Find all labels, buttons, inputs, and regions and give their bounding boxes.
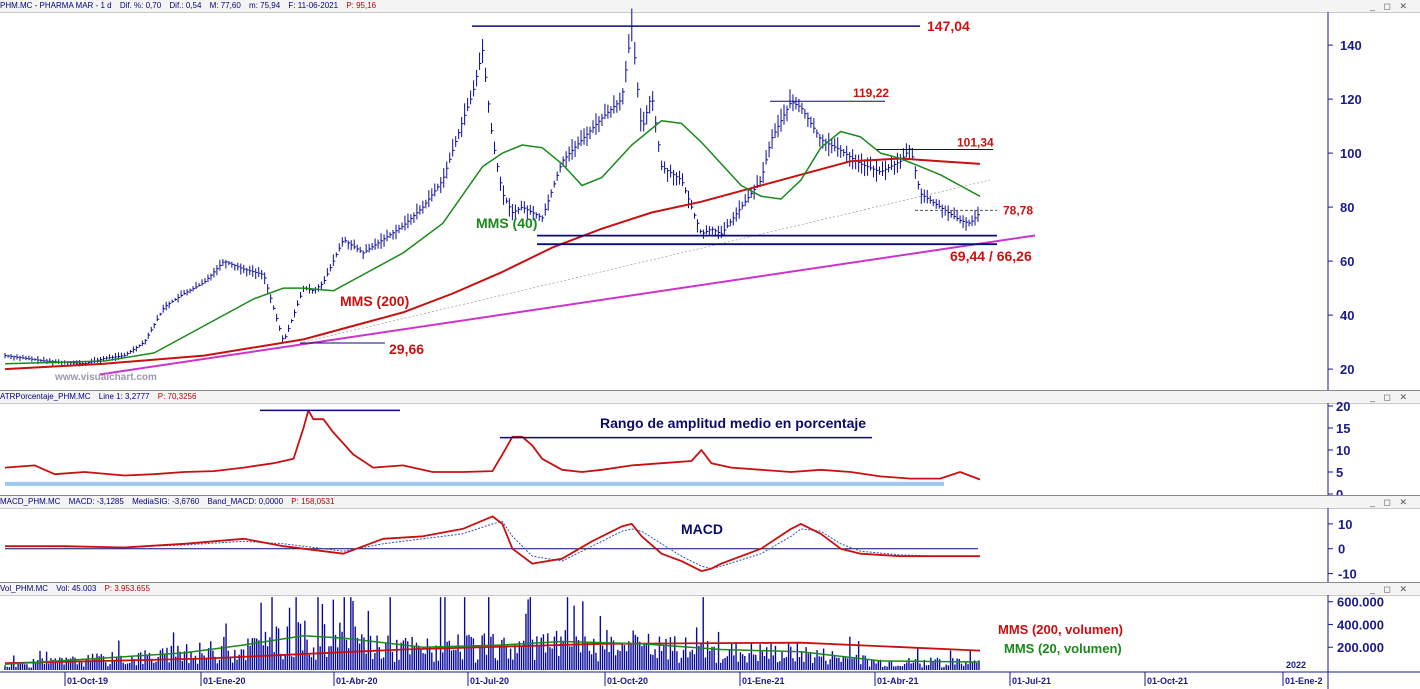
macd-chart[interactable]: -10 0 10 MACD bbox=[0, 496, 1420, 583]
x-tick-label: 01-Jul-21 bbox=[1012, 676, 1051, 686]
vol-p: P: 3.953.655 bbox=[104, 584, 150, 593]
y-tick-label: 60 bbox=[1340, 254, 1354, 269]
y-tick-label: 20 bbox=[1340, 362, 1354, 377]
trendline-dotted bbox=[303, 179, 991, 343]
y-tick-label: 600.000 bbox=[1337, 595, 1384, 610]
label-mms40: MMS (40) bbox=[476, 215, 537, 231]
annotation-support: 69,44 / 66,26 bbox=[950, 248, 1032, 264]
macd-label: MACD_PHM.MC bbox=[0, 497, 61, 506]
diff-pct: Dif. %: 0,70 bbox=[119, 1, 162, 10]
vol-value: Vol: 45.003 bbox=[56, 584, 97, 593]
price-p: P: 95,16 bbox=[346, 1, 377, 10]
y-tick-label: 10 bbox=[1336, 443, 1350, 458]
atr-line bbox=[4, 409, 981, 481]
y-tick-label: 140 bbox=[1340, 38, 1362, 53]
vol-mms20-line bbox=[4, 635, 981, 666]
annotation-101: 101,34 bbox=[957, 135, 994, 149]
macd-signal-line bbox=[4, 520, 980, 570]
watermark: www.visualchart.com bbox=[54, 372, 157, 383]
macd-header: MACD_PHM.MC MACD: -3,1285 MediaSIG: -3,6… bbox=[0, 496, 1420, 509]
x-tick-label: 01-Oct-19 bbox=[67, 676, 108, 686]
annotation-119: 119,22 bbox=[853, 86, 889, 100]
label-vol-mms20: MMS (20, volumen) bbox=[1004, 641, 1122, 656]
vol-header: Vol_PHM.MC Vol: 45.003 P: 3.953.655 _ ◻ … bbox=[0, 583, 1420, 596]
x-tick-label: 01-Abr-21 bbox=[877, 676, 919, 686]
macd-sig: MediaSIG: -3,6760 bbox=[132, 497, 200, 506]
annotation-low: 29,66 bbox=[389, 341, 424, 357]
symbol-label: PHM.MC - PHARMA MAR - 1 d bbox=[0, 1, 112, 10]
volume-chart[interactable]: 200.000 400.000 600.000 MMS (200, volumen) M… bbox=[0, 583, 1420, 689]
window-controls[interactable]: _ ◻ ✕ bbox=[1369, 497, 1410, 507]
label-mms200: MMS (200) bbox=[340, 293, 409, 309]
x-tick-label: 01-Oct-20 bbox=[607, 676, 648, 686]
vol-mms200-line bbox=[4, 641, 981, 665]
macd-p: P: 158,0531 bbox=[291, 497, 335, 506]
label-vol-mms200: MMS (200, volumen) bbox=[998, 622, 1123, 637]
atr-title: Rango de amplitud medio en porcentaje bbox=[600, 415, 866, 431]
macd-line bbox=[5, 515, 980, 572]
price-panel: PHM.MC - PHARMA MAR - 1 d Dif. %: 0,70 D… bbox=[0, 0, 1420, 390]
window-controls[interactable]: _ ◻ ✕ bbox=[1369, 584, 1410, 594]
y-tick-label: 20 bbox=[1336, 399, 1350, 414]
atr-chart[interactable]: 0 5 10 15 20 Rango de amplitud medio en porce… bbox=[0, 391, 1420, 502]
annotation-high: 147,04 bbox=[927, 18, 970, 34]
window-controls[interactable]: _ ◻ ✕ bbox=[1369, 392, 1410, 402]
y-tick-label: 400.000 bbox=[1337, 617, 1384, 632]
max: M: 77,60 bbox=[209, 1, 241, 10]
vol-label: Vol_PHM.MC bbox=[0, 584, 49, 593]
y-tick-label: 0 bbox=[1338, 542, 1345, 557]
macd-panel: MACD_PHM.MC MACD: -3,1285 MediaSIG: -3,6… bbox=[0, 495, 1420, 583]
macd-band: Band_MACD: 0,0000 bbox=[207, 497, 284, 506]
y-tick-label: -10 bbox=[1338, 567, 1357, 582]
y-tick-label: 120 bbox=[1340, 92, 1362, 107]
mms200-line bbox=[4, 157, 981, 371]
x-tick-label: 01-Jul-20 bbox=[470, 676, 509, 686]
year-marker: 2022 bbox=[1286, 660, 1306, 670]
y-tick-label: 100 bbox=[1340, 146, 1362, 161]
x-tick-label: 01-Ene-2 bbox=[1285, 676, 1323, 686]
min: m: 75,94 bbox=[249, 1, 281, 10]
x-tick-label: 01-Ene-21 bbox=[742, 676, 785, 686]
price-chart[interactable]: 20 40 60 80 100 120 140 147,04 119,22 101,34 78,78… bbox=[0, 0, 1420, 390]
y-tick-label: 0 bbox=[1336, 487, 1343, 502]
y-tick-label: 5 bbox=[1336, 465, 1343, 480]
y-tick-label: 40 bbox=[1340, 308, 1354, 323]
macd-title: MACD bbox=[681, 521, 723, 537]
annotation-78: 78,78 bbox=[1003, 203, 1033, 217]
x-tick-label: 01-Ene-20 bbox=[203, 676, 246, 686]
atr-label: ATRPorcentaje_PHM.MC bbox=[0, 392, 91, 401]
window-controls[interactable]: _ ◻ ✕ bbox=[1369, 1, 1410, 11]
trendline-pink bbox=[99, 234, 1036, 376]
date: F: 11-06-2021 bbox=[288, 1, 339, 10]
price-header: PHM.MC - PHARMA MAR - 1 d Dif. %: 0,70 D… bbox=[0, 0, 1420, 13]
x-tick-label: 01-Oct-21 bbox=[1147, 676, 1188, 686]
y-tick-label: 15 bbox=[1336, 421, 1350, 436]
atr-panel: ATRPorcentaje_PHM.MC Line 1: 3,2777 P: 7… bbox=[0, 390, 1420, 502]
atr-line: Line 1: 3,2777 bbox=[98, 392, 150, 401]
y-tick-label: 200.000 bbox=[1337, 640, 1384, 655]
atr-p: P: 70,3256 bbox=[157, 392, 197, 401]
atr-header: ATRPorcentaje_PHM.MC Line 1: 3,2777 P: 7… bbox=[0, 391, 1420, 404]
diff: Dif.: 0,54 bbox=[169, 1, 202, 10]
volume-panel: Vol_PHM.MC Vol: 45.003 P: 3.953.655 _ ◻ … bbox=[0, 582, 1420, 689]
mms40-line bbox=[4, 119, 981, 365]
x-tick-label: 01-Abr-20 bbox=[336, 676, 378, 686]
macd-value: MACD: -3,1285 bbox=[68, 497, 124, 506]
y-tick-label: 10 bbox=[1338, 517, 1352, 532]
y-tick-label: 80 bbox=[1340, 200, 1354, 215]
